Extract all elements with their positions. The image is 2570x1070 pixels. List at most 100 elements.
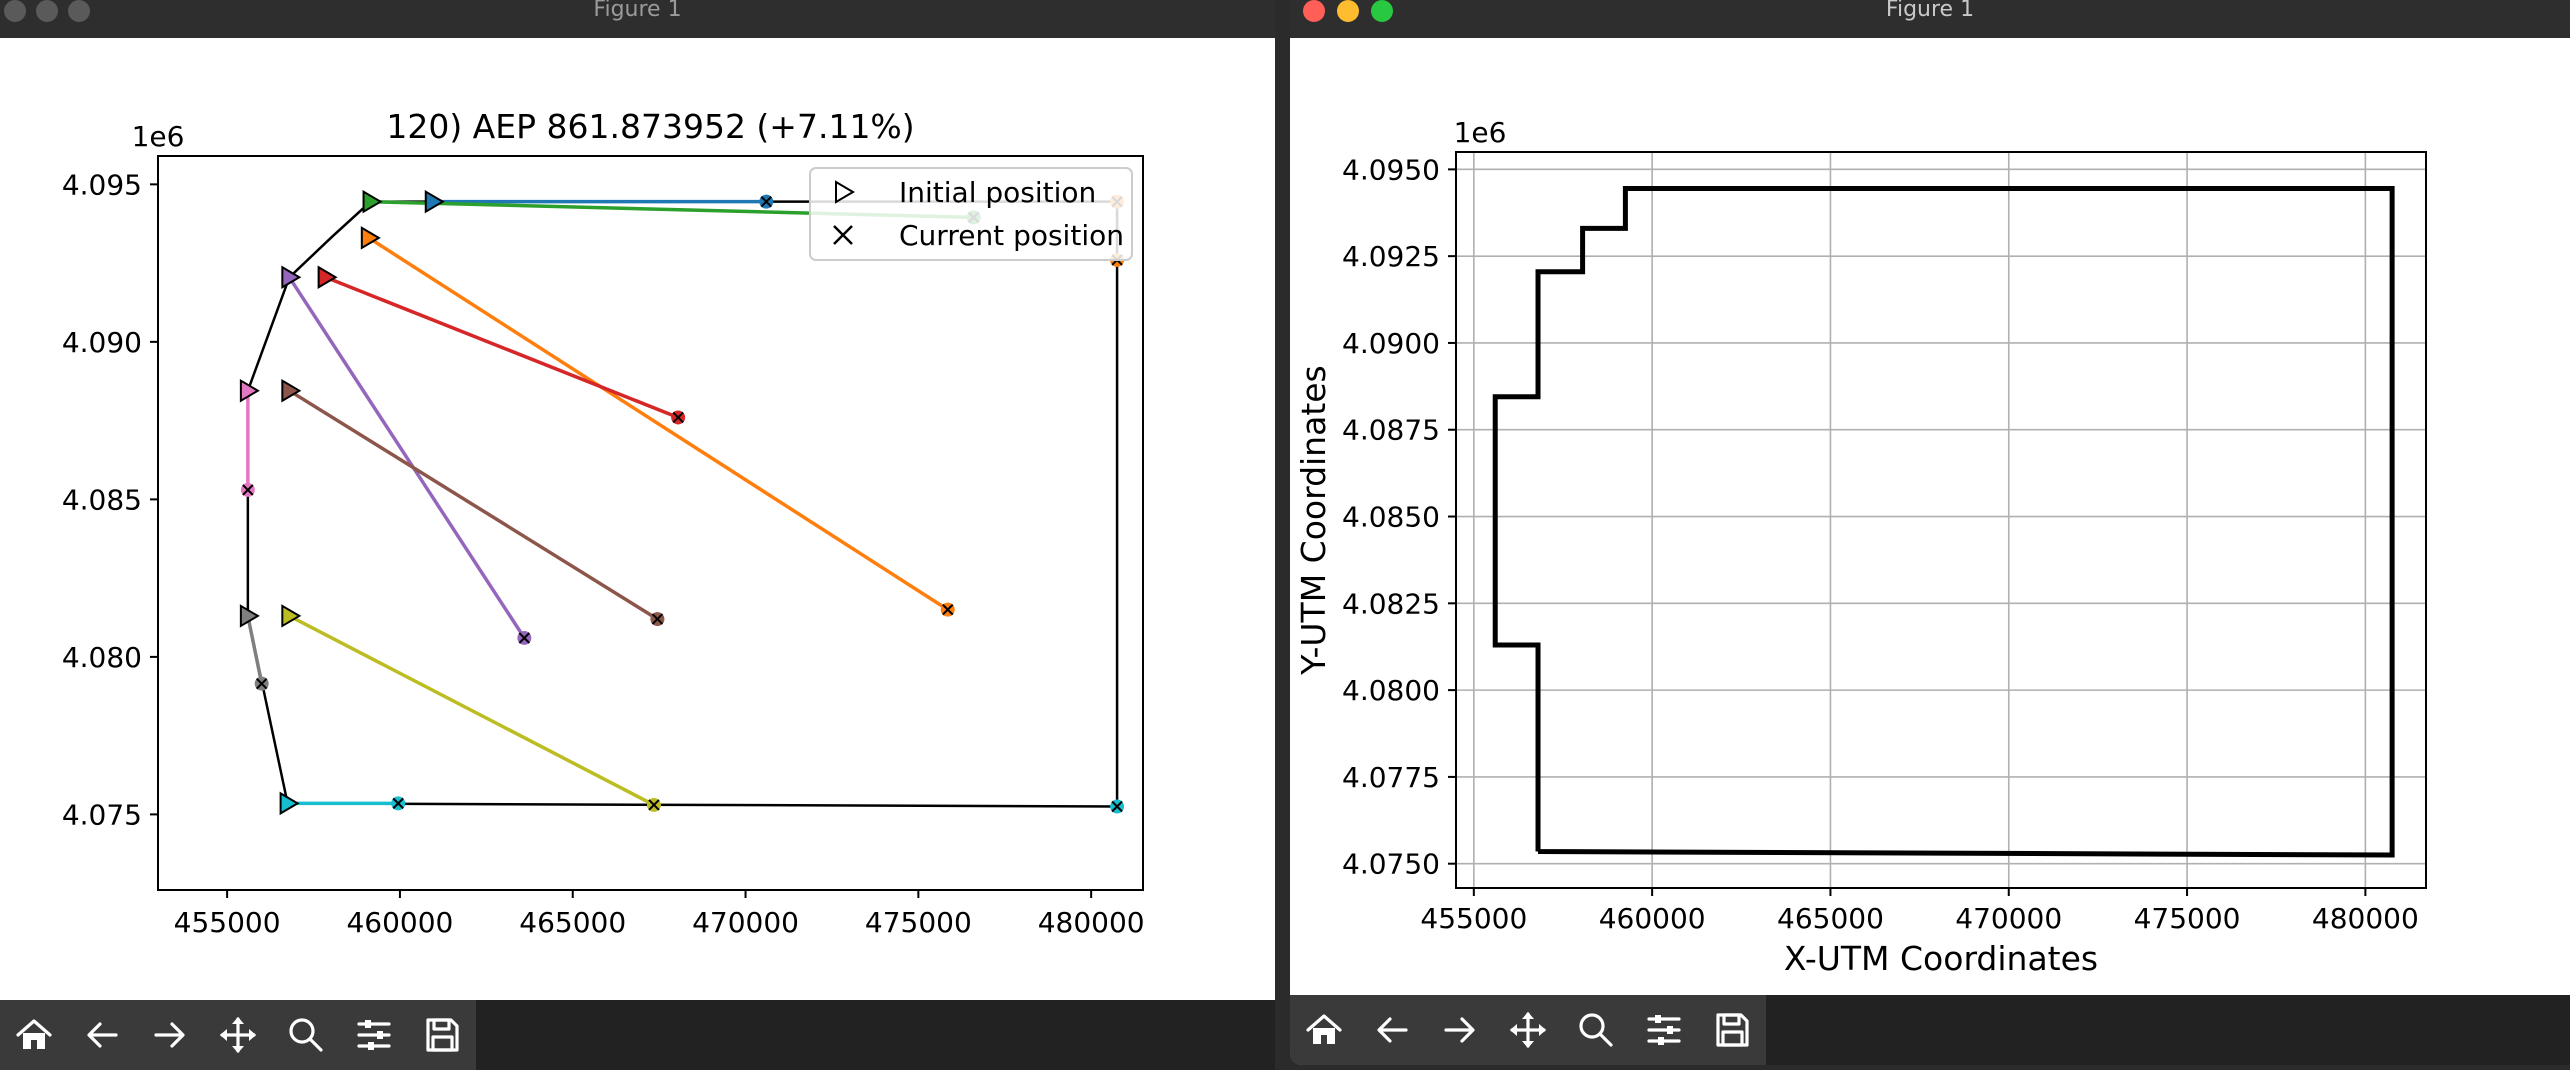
turbine-path <box>287 276 526 639</box>
home-button[interactable] <box>0 1000 68 1070</box>
chart-aep-layout: 455000 460000 465000 470000 475000 480000 4.07… <box>62 107 1145 939</box>
legend-box <box>809 167 1133 261</box>
save-icon <box>426 1018 459 1052</box>
zoom-icon <box>289 1018 323 1052</box>
y-tick-label: 4.0750 <box>1342 848 1440 881</box>
turbine-current-marker <box>650 612 665 627</box>
y-tick-label: 4.0850 <box>1342 501 1440 534</box>
pan-button[interactable] <box>204 1000 272 1070</box>
forward-button[interactable] <box>136 1000 204 1070</box>
turbine-initial-marker <box>362 189 383 214</box>
turbine-initial-marker <box>424 189 445 214</box>
save-button[interactable] <box>1698 995 1766 1065</box>
turbine-current-marker <box>940 602 955 617</box>
configure-icon <box>357 1020 391 1050</box>
y-tick-label: 4.085 <box>62 483 142 516</box>
y-tick-label: 4.0825 <box>1342 587 1440 620</box>
legend-current-label: Current position <box>899 219 1124 252</box>
turbine-initial-marker <box>281 604 302 628</box>
back-button[interactable] <box>1358 995 1426 1065</box>
close-button[interactable] <box>4 0 26 22</box>
y-tick-label: 4.095 <box>62 168 142 201</box>
x-tick-label: 475000 <box>865 906 972 939</box>
turbine-current-marker <box>254 676 269 691</box>
y-tick-label: 4.080 <box>62 641 142 674</box>
y-axis-label: Y-UTM Coordinates <box>1294 365 1333 676</box>
y-tick-label: 4.0775 <box>1342 761 1440 794</box>
turbine-path <box>324 275 679 420</box>
pan-icon <box>220 1017 256 1053</box>
turbine-path <box>367 236 949 612</box>
y-tick-label: 4.0950 <box>1342 153 1440 186</box>
window-title: Figure 1 <box>593 0 682 22</box>
turbine-path <box>288 614 655 807</box>
figure-canvas: 455000 460000 465000 470000 475000 480000 4.07… <box>1290 38 2570 995</box>
home-button[interactable] <box>1290 995 1358 1065</box>
turbine-current-marker <box>517 630 532 645</box>
x-tick-label: 465000 <box>519 906 626 939</box>
x-tick-label: 470000 <box>692 906 799 939</box>
turbine-initial-marker <box>281 265 302 290</box>
forward-button[interactable] <box>1426 995 1494 1065</box>
forward-icon <box>154 1022 185 1048</box>
legend-current-marker <box>833 225 853 245</box>
pan-icon <box>1510 1012 1546 1048</box>
back-icon <box>1377 1017 1408 1043</box>
chart-boundary: 455000 460000 465000 470000 475000 480000 4.07… <box>1294 116 2427 978</box>
turbine-current-marker <box>671 410 686 425</box>
x-tick-label: 455000 <box>1420 902 1527 935</box>
turbine-initial-marker <box>360 226 381 250</box>
title-bar: Figure 1 <box>0 0 1275 38</box>
y-offset-label: 1e6 <box>132 120 185 153</box>
y-tick-label: 4.090 <box>62 326 142 359</box>
turbine-current-marker <box>391 796 406 811</box>
home-icon <box>1306 1014 1342 1044</box>
navigation-toolbar <box>1290 995 2570 1065</box>
legend: Initial position Current position <box>809 167 1133 261</box>
minimize-button[interactable] <box>1337 0 1359 22</box>
configure-icon <box>1647 1015 1681 1045</box>
zoom-icon <box>1579 1013 1613 1047</box>
navigation-toolbar <box>0 1000 1275 1070</box>
back-button[interactable] <box>68 1000 136 1070</box>
y-offset-label: 1e6 <box>1454 116 1507 149</box>
turbine-initial-marker <box>279 791 300 816</box>
configure-button[interactable] <box>340 1000 408 1070</box>
turbine-initial-marker <box>239 604 260 628</box>
back-icon <box>87 1022 118 1048</box>
minimize-button[interactable] <box>36 0 58 22</box>
home-icon <box>16 1019 52 1049</box>
legend-initial-label: Initial position <box>899 176 1096 209</box>
title-bar: Figure 1 <box>1290 0 2570 38</box>
x-axis-label: X-UTM Coordinates <box>1784 939 2098 978</box>
axes-frame <box>157 155 1144 891</box>
y-tick-label: 4.075 <box>62 798 142 831</box>
turbine-initial-marker <box>281 378 302 403</box>
x-tick-label: 460000 <box>346 906 453 939</box>
zoom-button[interactable] <box>1562 995 1630 1065</box>
turbine-initial-marker <box>239 378 260 403</box>
x-tick-label: 480000 <box>1038 906 1145 939</box>
figure-window-left: Figure 1 455000 460000 465000 470000 475000 4… <box>0 0 1275 1070</box>
turbine-current-marker <box>240 482 255 497</box>
zoom-button[interactable] <box>272 1000 340 1070</box>
x-tick-label: 460000 <box>1599 902 1706 935</box>
forward-icon <box>1444 1017 1475 1043</box>
window-title: Figure 1 <box>1885 0 1975 22</box>
configure-button[interactable] <box>1630 995 1698 1065</box>
close-button[interactable] <box>1303 0 1325 22</box>
save-button[interactable] <box>408 1000 476 1070</box>
x-tick-label: 455000 <box>174 906 281 939</box>
x-tick-label: 480000 <box>2312 902 2419 935</box>
pan-button[interactable] <box>1494 995 1562 1065</box>
turbine-current-marker <box>759 194 774 209</box>
x-tick-label: 465000 <box>1777 902 1884 935</box>
save-icon <box>1716 1013 1749 1047</box>
turbine-current-marker <box>1110 799 1125 814</box>
legend-initial-marker <box>835 180 855 204</box>
maximize-button[interactable] <box>1371 0 1393 22</box>
x-tick-label: 470000 <box>1955 902 2062 935</box>
turbine-path <box>246 615 264 685</box>
axes-frame <box>1455 151 2427 889</box>
maximize-button[interactable] <box>68 0 90 22</box>
